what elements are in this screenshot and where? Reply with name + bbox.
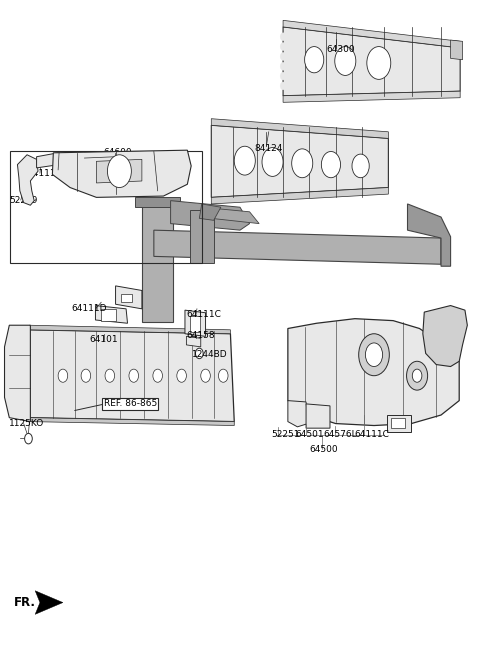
Text: REF. 86-865: REF. 86-865 [104, 399, 157, 409]
Text: 52229: 52229 [9, 196, 38, 204]
Circle shape [352, 154, 369, 177]
Circle shape [335, 47, 356, 76]
Polygon shape [96, 160, 142, 183]
Polygon shape [283, 91, 460, 102]
Text: 64502: 64502 [149, 166, 178, 174]
Polygon shape [186, 336, 201, 347]
Polygon shape [29, 325, 230, 334]
Polygon shape [423, 306, 468, 367]
Circle shape [105, 369, 115, 382]
Circle shape [129, 369, 139, 382]
Text: 1125KO: 1125KO [9, 419, 45, 428]
Text: 64158: 64158 [186, 330, 215, 340]
Bar [190, 316, 200, 332]
Circle shape [367, 47, 391, 79]
Circle shape [280, 62, 286, 70]
Circle shape [195, 348, 203, 359]
Circle shape [280, 82, 286, 90]
Text: 64111C: 64111C [186, 310, 221, 319]
Polygon shape [283, 27, 460, 96]
Polygon shape [142, 205, 173, 322]
Polygon shape [17, 155, 38, 205]
Circle shape [280, 53, 286, 60]
Circle shape [322, 152, 340, 177]
Polygon shape [283, 20, 460, 48]
Bar [391, 419, 405, 428]
Polygon shape [36, 153, 59, 168]
Polygon shape [199, 204, 221, 220]
Polygon shape [306, 404, 330, 428]
Circle shape [280, 33, 286, 41]
Circle shape [407, 361, 428, 390]
Circle shape [177, 369, 186, 382]
Polygon shape [211, 187, 388, 204]
Polygon shape [185, 310, 205, 336]
Text: FR.: FR. [14, 596, 36, 609]
Polygon shape [451, 40, 463, 60]
Circle shape [153, 369, 162, 382]
Text: 1244BD: 1244BD [192, 350, 228, 359]
Bar [121, 294, 132, 302]
Bar [101, 309, 116, 321]
Circle shape [81, 369, 91, 382]
Polygon shape [408, 204, 451, 266]
Text: 64111D: 64111D [72, 304, 107, 313]
Polygon shape [211, 125, 388, 197]
Polygon shape [29, 330, 234, 422]
Polygon shape [116, 286, 142, 309]
Circle shape [412, 369, 422, 382]
Circle shape [24, 434, 32, 444]
Text: 64111D: 64111D [27, 169, 62, 177]
Polygon shape [135, 197, 180, 207]
Circle shape [234, 147, 255, 175]
Polygon shape [96, 306, 128, 323]
Circle shape [280, 72, 286, 80]
Text: 64576R: 64576R [92, 166, 127, 174]
Polygon shape [288, 319, 459, 426]
Text: 64111C: 64111C [354, 430, 389, 440]
Polygon shape [288, 401, 308, 427]
Polygon shape [387, 415, 411, 432]
Circle shape [365, 343, 383, 367]
Circle shape [262, 148, 283, 176]
Text: 84124: 84124 [254, 144, 283, 152]
Text: 64501: 64501 [296, 430, 324, 440]
Circle shape [218, 369, 228, 382]
Polygon shape [154, 230, 441, 264]
Text: 64300: 64300 [326, 45, 355, 55]
Polygon shape [35, 591, 63, 614]
Circle shape [359, 334, 389, 376]
Polygon shape [29, 418, 234, 426]
Text: 64576L: 64576L [324, 430, 358, 440]
Text: 52251: 52251 [271, 430, 300, 440]
Polygon shape [170, 200, 250, 230]
Circle shape [305, 47, 324, 73]
Polygon shape [82, 152, 115, 168]
Polygon shape [4, 325, 30, 422]
Polygon shape [190, 210, 214, 263]
Circle shape [292, 149, 313, 177]
Text: 64101: 64101 [89, 335, 118, 344]
Circle shape [108, 155, 132, 187]
Polygon shape [202, 207, 259, 223]
Bar [10, 152, 202, 263]
Text: 64600: 64600 [104, 148, 132, 157]
Polygon shape [211, 119, 388, 139]
Polygon shape [52, 150, 191, 197]
Circle shape [201, 369, 210, 382]
Circle shape [58, 369, 68, 382]
Text: 64500: 64500 [310, 445, 338, 453]
Circle shape [280, 43, 286, 51]
